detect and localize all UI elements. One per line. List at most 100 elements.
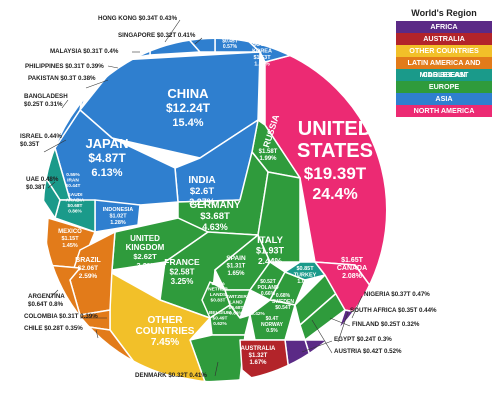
cell-label-line: $1.31T: [227, 264, 246, 270]
cell-label-line: UNITED: [130, 234, 160, 243]
external-label-dk: DENMARK $0.32T 0.41%: [135, 372, 207, 379]
external-label-my: MALAYSIA $0.31T 0.4%: [50, 48, 119, 55]
leader-line: [47, 181, 56, 189]
cell-label-jp: JAPAN$4.87T 6.13%: [85, 136, 128, 179]
cell-label-line: $0.45T: [222, 39, 238, 45]
legend-item-australia: AUSTRALIA: [396, 33, 492, 45]
cell-label-line: 6.13%: [91, 167, 122, 179]
external-label-za: SOUTH AFRICA $0.35T 0.44%: [350, 307, 437, 314]
external-label-il1: ISRAEL 0.44%: [20, 133, 62, 140]
leader-line: [43, 139, 67, 153]
cell-label-line: $1.58T: [259, 149, 278, 155]
cell-label-line: $1.15T: [61, 236, 79, 242]
cell-label-line: SWEDEN: [272, 299, 294, 305]
cell-label-line: SPAIN: [226, 255, 246, 262]
cell-label-line: 0.66%: [261, 291, 276, 297]
legend-item-north-america: NORTH AMERICA: [396, 105, 492, 117]
cell-south-africa: [304, 339, 381, 373]
external-label-sg: SINGAPORE $0.32T 0.41%: [118, 32, 196, 39]
cell-label-line: SOUTH: [252, 42, 271, 48]
cell-label-line: LAND: [229, 300, 243, 306]
cell-label-line: 1.45%: [62, 243, 78, 249]
cell-label-line: BRAZIL: [75, 257, 101, 264]
cell-label-line: ARABIA: [66, 198, 85, 204]
leader-line: [329, 317, 351, 327]
leader-line: [107, 65, 119, 69]
cell-label-line: $1.02T: [109, 214, 127, 220]
leader-line: [61, 99, 69, 109]
cell-label-line: 0.55%: [66, 172, 80, 178]
cell-label-line: 2.44%: [258, 256, 283, 266]
cell-label-line: POLAND: [257, 285, 279, 291]
cell-label-cn: CHINA$12.24T 15.4%: [166, 86, 211, 129]
leader-line: [311, 319, 333, 354]
external-label-ph: PHILIPPINES $0.31T 0.39%: [25, 63, 104, 70]
cell-label-line: $0.83T: [211, 298, 226, 304]
leader-line: [337, 311, 349, 343]
legend-item-asia: ASIA: [396, 93, 492, 105]
cell-label-line: 0.5%: [266, 328, 278, 334]
region-legend: World's Region AFRICA AUSTRALIA OTHER COUN…: [396, 8, 492, 117]
cell-label-line: $4.87T: [88, 151, 126, 165]
cell-label-in: INDIA$2.6T3.27%: [188, 175, 215, 207]
cell-label-line: $0.54T: [275, 305, 291, 311]
cell-label-line: $1.93T: [256, 246, 285, 256]
legend-item-middle-east: MIDDLE EAST: [396, 69, 492, 81]
external-label-ae1: UAE 0.48%: [26, 176, 59, 183]
cell-label-line: $1.53T: [253, 55, 271, 61]
cell-label-line: 1.67%: [249, 360, 267, 366]
cell-label-se: 0.68%SWEDEN$0.54T: [272, 293, 294, 311]
cell-label-line: 0.86%: [229, 311, 243, 317]
cell-label-line: TURKEY: [294, 273, 317, 279]
cell-label-line: 1.28%: [110, 220, 126, 226]
cell-label-line: 0.68%: [276, 293, 291, 299]
cell-label-line: 2.59%: [79, 273, 98, 280]
cell-singapore: [184, 38, 216, 53]
cell-label-line: LANDS: [210, 292, 227, 298]
external-label-fi: FINLAND $0.25T 0.32%: [352, 321, 420, 328]
legend-title: World's Region: [411, 8, 477, 18]
cell-label-line: BELGIUM: [209, 310, 231, 316]
cell-label-line: $19.39T: [304, 164, 367, 183]
cell-label-line: $3.68T: [200, 211, 230, 222]
cell-label-line: CHINA: [167, 86, 209, 101]
cell-label-line: NORWAY: [261, 322, 284, 328]
external-label-eg: EGYPT $0.24T 0.3%: [334, 336, 392, 343]
leader-line: [194, 37, 203, 45]
cell-label-line: THAILAND: [217, 33, 243, 39]
cell-label-line: $2.06T: [78, 265, 98, 272]
legend-item-africa: AFRICA: [396, 21, 492, 33]
cell-label-line: 2.08%: [342, 273, 363, 280]
cell-label-line: 24.4%: [312, 186, 357, 203]
cell-norway: [249, 299, 296, 341]
cell-label-line: STATES: [297, 140, 373, 162]
leader-line: [49, 289, 59, 299]
external-label-bd1: BANGLADESH: [24, 93, 68, 100]
legend-item-other-countries: OTHER COUNTRIES: [396, 45, 492, 57]
cell-label-line: JAPAN: [85, 136, 128, 151]
cell-label-line: UNITED: [298, 118, 372, 140]
cell-turkey: [284, 261, 326, 281]
cell-label-line: 15.4%: [172, 117, 203, 129]
cell-label-ir: 0.55%IRAN$0.44T: [66, 172, 81, 189]
leader-line: [95, 329, 99, 339]
cell-label-line: 0.62%: [213, 321, 227, 327]
cell-label-line: CANADA: [337, 265, 367, 272]
cell-label-line: 1.04%: [211, 281, 225, 287]
cell-label-line: COUNTRIES: [136, 326, 195, 337]
external-label-cl: CHILE $0.28T 0.35%: [24, 325, 83, 332]
cell-label-line: 4.63%: [202, 222, 228, 232]
leader-line: [351, 295, 363, 319]
